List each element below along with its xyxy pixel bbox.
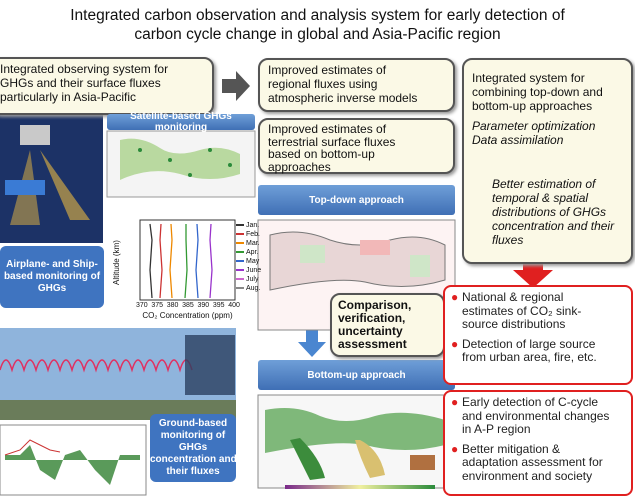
legend-label: Feb. (246, 231, 260, 238)
legend-entry: Apr. (236, 248, 261, 257)
text-line: Better estimation of (492, 177, 623, 191)
legend-entry: July (236, 275, 261, 284)
profile-legend: Jan. Feb. Mar. Apr. May June July Aug. (236, 221, 261, 293)
text-line: environment and society (462, 470, 625, 484)
text-line: fluxes (492, 233, 623, 247)
text-line: approaches (268, 161, 445, 174)
legend-label: July (246, 276, 258, 283)
legend-entry: May (236, 257, 261, 266)
text-line: Integrated observing system for (0, 62, 204, 76)
text-line: Improved estimates of (268, 63, 445, 77)
legend-swatch (236, 251, 244, 253)
text-line: Detection of large source (462, 338, 625, 352)
integrated-box: Integrated system for combining top-down… (462, 58, 633, 264)
text-line: source distributions (462, 318, 625, 332)
text-line: based on bottom-up (268, 148, 445, 161)
legend-swatch (236, 224, 244, 226)
text-line: adaptation assessment for (462, 456, 625, 470)
legend-label: Aug. (246, 285, 260, 292)
x-tick-label: 380 (167, 302, 179, 309)
page: {"title": ["Integrated carbon observatio… (0, 0, 635, 499)
text-line: GHGs and their surface fluxes (0, 76, 204, 90)
bottom-up-banner: Bottom-up approach (258, 360, 455, 390)
terrestrial-box: Improved estimates of terrestrial surfac… (258, 118, 455, 174)
satellite-label: Satellite-based GHGs monitoring (107, 114, 255, 130)
legend-label: Jan. (246, 222, 259, 229)
top-down-banner: Top-down approach (258, 185, 455, 215)
text-line: particularly in Asia-Pacific (0, 90, 204, 104)
arrow (222, 71, 250, 101)
bullet: ● (451, 396, 458, 410)
text-line: distributions of GHGs (492, 205, 623, 219)
legend-label: June (246, 267, 261, 274)
text-line: Improved estimates of (268, 123, 445, 136)
bullet: ● (451, 291, 458, 305)
text-line: Parameter optimization (472, 119, 623, 133)
bullet-item: ● Better mitigation &adaptation assessmen… (451, 443, 625, 484)
text-line: Early detection of C-cycle (462, 396, 625, 410)
profile-y-label: Altitude (km) (112, 240, 121, 285)
profile-x-label: CO₂ Concentration (ppm) (140, 311, 235, 320)
text-line: monitoring of (150, 430, 236, 442)
legend-entry: June (236, 266, 261, 275)
bullet: ● (451, 443, 458, 457)
regional-box: Improved estimates of regional fluxes us… (258, 58, 455, 112)
x-tick-label: 395 (213, 302, 225, 309)
legend-label: Apr. (246, 249, 258, 256)
text-line: bottom-up approaches (472, 99, 623, 113)
legend-swatch (236, 287, 244, 289)
text-line: and environmental changes (462, 410, 625, 424)
comparison-box: Comparison, verification, uncertainty as… (330, 293, 445, 357)
x-tick-label: 385 (182, 302, 194, 309)
text-line: from urban area, fire, etc. (462, 351, 625, 365)
text-line: regional fluxes using (268, 77, 445, 91)
text-line: estimates of CO₂ sink- (462, 305, 625, 319)
legend-entry: Mar. (236, 239, 261, 248)
text-line: Integrated system for (472, 71, 623, 85)
observing-box: Integrated observing system for GHGs and… (0, 57, 214, 115)
legend-swatch (236, 278, 244, 280)
x-tick-label: 370 (136, 302, 148, 309)
text-line: assessment (338, 338, 437, 351)
legend-label: May (246, 258, 259, 265)
text-line: in A-P region (462, 423, 625, 437)
text-line: Ground-based (150, 418, 236, 430)
legend-entry: Feb. (236, 230, 261, 239)
x-tick-label: 400 (228, 302, 240, 309)
legend-swatch (236, 233, 244, 235)
text-line: Airplane- and Ship- (0, 259, 104, 271)
legend-swatch (236, 260, 244, 262)
text-line: their fluxes (150, 466, 236, 478)
text-line: Data assimilation (472, 133, 623, 147)
airplane-label: Airplane- and Ship- based monitoring of … (0, 246, 104, 308)
x-tick-label: 375 (151, 302, 163, 309)
text-line: atmospheric inverse models (268, 91, 445, 105)
text-line: GHGs (0, 283, 104, 295)
text-line: combining top-down and (472, 85, 623, 99)
legend-entry: Jan. (236, 221, 261, 230)
bullet: ● (451, 338, 458, 352)
text-line: based monitoring of (0, 271, 104, 283)
text-line: Better mitigation & (462, 443, 625, 457)
text-line: National & regional (462, 291, 625, 305)
text-line: temporal & spatial (492, 191, 623, 205)
text-line: concentration and their (492, 219, 623, 233)
legend-label: Mar. (246, 240, 260, 247)
text-line: concentration and (150, 454, 236, 466)
legend-entry: Aug. (236, 284, 261, 293)
profile-plot (140, 220, 235, 300)
text-line: GHGs (150, 442, 236, 454)
legend-swatch (236, 242, 244, 244)
ground-label: Ground-based monitoring of GHGs concentr… (150, 414, 236, 482)
x-tick-label: 390 (198, 302, 210, 309)
legend-swatch (236, 269, 244, 271)
